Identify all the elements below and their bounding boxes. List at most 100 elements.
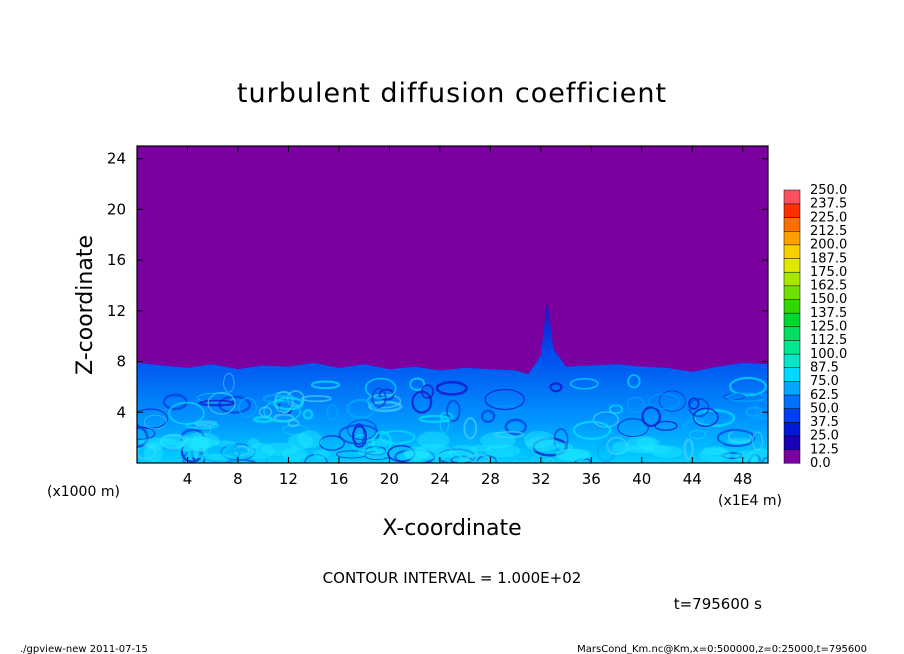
swirl-texture <box>532 437 569 457</box>
swirl-texture <box>572 420 612 440</box>
plot-frame <box>136 145 769 464</box>
x-axis-label: X-coordinate <box>382 516 521 541</box>
surface-texture <box>357 448 387 457</box>
colorbar-swatch <box>783 367 801 382</box>
colorbar-swatch <box>783 394 801 409</box>
swirl-texture <box>716 428 756 448</box>
colorbar-swatch <box>783 298 801 314</box>
swirl-texture <box>315 448 329 458</box>
swirl-texture <box>336 450 367 459</box>
x-tick-label: 48 <box>733 470 752 488</box>
swirl-texture <box>346 419 378 441</box>
colorbar-label: 150.0 <box>810 292 847 307</box>
colorbar-label: 12.5 <box>810 442 839 457</box>
swirl-texture <box>302 408 314 420</box>
surface-texture <box>403 446 429 462</box>
y-axis-label: Z-coordinate <box>73 235 98 375</box>
turbulence-texture <box>137 372 768 463</box>
swirl-texture <box>346 398 376 419</box>
swirl-texture <box>549 382 563 393</box>
swirl-texture <box>168 401 205 425</box>
swirl-texture <box>592 411 620 428</box>
colorbar-label: 162.5 <box>810 279 847 294</box>
surface-texture <box>261 442 298 456</box>
x-tick-label: 40 <box>632 470 651 488</box>
colorbar-swatch <box>783 435 801 450</box>
swirl-texture <box>364 377 397 399</box>
colorbar-swatch <box>783 312 801 328</box>
footer-right: MarsCond_Km.nc@Km,x=0:500000,z=0:25000,t… <box>577 644 867 654</box>
swirl-texture <box>273 396 304 411</box>
swirl-texture <box>641 406 662 428</box>
swirl-texture <box>752 431 764 452</box>
x-tick-label: 4 <box>183 470 193 488</box>
surface-texture <box>484 444 521 458</box>
swirl-texture <box>207 391 236 415</box>
swirl-texture <box>689 429 706 440</box>
surface-texture <box>365 438 391 448</box>
swirl-texture <box>606 436 628 456</box>
swirl-texture <box>301 394 332 403</box>
swirl-texture <box>182 449 206 463</box>
swirl-texture <box>504 418 528 435</box>
surface-texture <box>698 447 731 462</box>
swirl-texture <box>310 380 341 390</box>
swirl-texture <box>480 409 496 424</box>
x-tick-label: 28 <box>481 470 500 488</box>
y-axis: 4 8 12 16 20 24 <box>107 150 768 421</box>
surface-texture <box>287 433 314 450</box>
colorbar-swatch <box>783 217 801 232</box>
colorbar-label: 100.0 <box>810 347 847 362</box>
colorbar-label: 87.5 <box>810 360 839 375</box>
x-tick-label: 36 <box>582 470 601 488</box>
colorbar-label: 62.5 <box>810 388 839 403</box>
swirl-texture <box>688 397 700 410</box>
contour-interval-text: CONTOUR INTERVAL = 1.000E+02 <box>323 569 582 587</box>
colorbar-swatch <box>783 380 801 396</box>
colorbar-swatch <box>783 326 801 341</box>
swirl-texture <box>137 426 149 448</box>
surface-texture <box>525 436 559 452</box>
swirl-texture <box>159 434 186 450</box>
colorbar-label: 0.0 <box>810 456 831 471</box>
surface-texture <box>417 431 450 449</box>
surface-texture <box>296 430 323 449</box>
swirl-texture <box>263 399 302 423</box>
swirl-texture <box>617 418 649 438</box>
surface-texture <box>480 431 516 449</box>
surface-texture <box>138 437 178 447</box>
swirl-texture <box>569 377 599 390</box>
colorbar-label: 250.0 <box>810 183 847 198</box>
swirl-texture <box>352 425 367 448</box>
colorbar-label: 212.5 <box>810 224 847 239</box>
colorbar-label: 137.5 <box>810 306 847 321</box>
swirl-texture <box>435 380 468 396</box>
swirl-texture <box>326 403 339 421</box>
colorbar-swatch <box>783 258 801 273</box>
surface-texture <box>247 442 274 460</box>
colorbar-label: 187.5 <box>810 251 847 266</box>
surface-texture <box>448 445 479 463</box>
surface-texture <box>470 444 491 452</box>
colorbar-swatch <box>783 271 801 287</box>
swirl-texture <box>379 430 416 445</box>
swirl-texture <box>446 399 461 423</box>
swirl-texture <box>137 444 157 460</box>
surface-texture <box>188 435 209 453</box>
swirl-texture <box>409 377 426 391</box>
swirl-texture <box>394 448 436 463</box>
swirl-texture <box>190 442 202 462</box>
swirl-texture <box>608 404 623 415</box>
surface-texture <box>554 442 574 452</box>
swirl-texture <box>513 446 532 461</box>
swirl-texture <box>420 384 434 399</box>
colorbar-swatch <box>783 244 801 259</box>
surface-texture <box>191 436 210 447</box>
swirl-texture <box>688 398 710 418</box>
x-axis: 4 8 12 16 20 24 28 32 36 40 44 48 <box>183 146 752 488</box>
colorbar-label: 50.0 <box>810 401 839 416</box>
colorbar-swatch <box>783 408 801 423</box>
swirl-texture <box>658 390 686 412</box>
swirl-texture <box>371 387 387 408</box>
swirl-texture <box>710 441 726 457</box>
